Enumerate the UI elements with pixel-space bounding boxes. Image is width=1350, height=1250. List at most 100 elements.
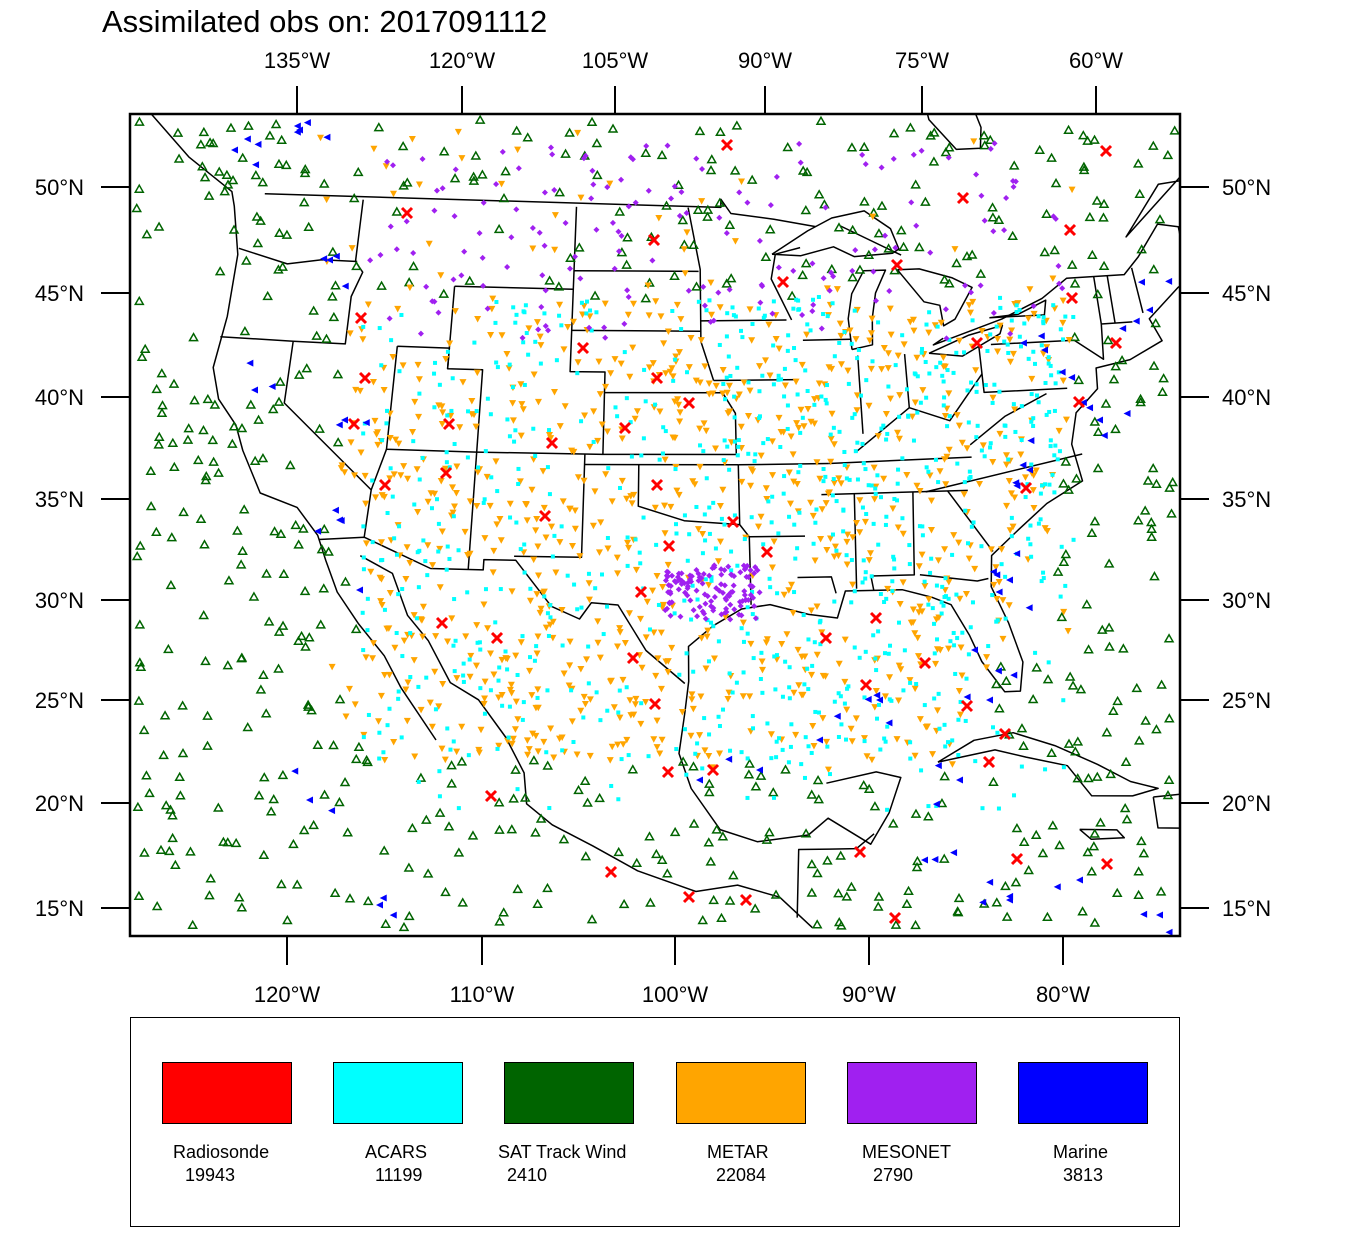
metar-marker [506, 500, 514, 508]
acars-marker [515, 673, 520, 678]
acars-marker [496, 678, 501, 683]
mesonet-marker [367, 257, 374, 264]
acars-marker [795, 546, 800, 551]
legend-count-sat-track-wind: 2410 [507, 1165, 548, 1185]
acars-marker [520, 717, 525, 722]
acars-marker [377, 730, 382, 735]
acars-marker [579, 605, 584, 610]
acars-marker [690, 583, 695, 588]
acars-marker [377, 756, 382, 761]
sat-track-wind-marker [1018, 836, 1030, 846]
acars-marker [488, 688, 493, 693]
acars-marker [990, 725, 995, 730]
acars-marker [920, 524, 925, 529]
sat-track-wind-marker [139, 343, 151, 353]
sat-track-wind-marker [151, 526, 162, 537]
legend-label-radiosonde: Radiosonde [173, 1142, 270, 1162]
acars-marker [412, 502, 417, 507]
sat-track-wind-marker [1157, 386, 1168, 397]
acars-marker [510, 385, 515, 390]
coastline [1106, 275, 1116, 324]
metar-marker [1030, 310, 1038, 318]
mesonet-marker [384, 158, 391, 165]
coastline [847, 269, 887, 351]
acars-marker [805, 666, 810, 671]
metar-marker [419, 603, 427, 611]
acars-marker [626, 753, 631, 758]
metar-marker [370, 145, 378, 153]
metar-marker [792, 378, 800, 386]
metar-marker [714, 558, 722, 565]
acars-marker [963, 718, 968, 723]
mesonet-marker [990, 228, 997, 235]
metar-marker [689, 705, 697, 713]
metar-marker [989, 459, 997, 466]
acars-marker [1055, 457, 1060, 462]
sat-track-wind-marker [1149, 571, 1160, 581]
acars-marker [523, 303, 528, 308]
acars-marker [892, 557, 897, 562]
metar-marker [564, 323, 572, 331]
metar-marker [1032, 467, 1040, 474]
metar-marker [687, 732, 695, 740]
acars-marker [805, 322, 810, 327]
sat-track-wind-marker [449, 173, 461, 183]
metar-marker [945, 390, 953, 397]
metar-marker [835, 660, 843, 668]
marine-marker [934, 762, 942, 770]
acars-marker [625, 535, 630, 540]
sat-track-wind-marker [1001, 911, 1013, 921]
acars-marker [855, 440, 860, 445]
acars-marker [585, 299, 590, 304]
acars-marker [871, 521, 876, 526]
metar-marker [439, 680, 447, 688]
sat-track-wind-marker [688, 239, 699, 250]
acars-marker [436, 521, 441, 526]
sat-track-wind-marker [134, 619, 146, 629]
metar-marker [833, 286, 841, 293]
acars-marker [385, 511, 390, 516]
sat-track-wind-marker [204, 890, 215, 900]
metar-marker [413, 466, 421, 473]
acars-marker [830, 493, 835, 498]
acars-marker [538, 361, 543, 366]
metar-marker [392, 436, 400, 444]
sat-track-wind-marker [187, 919, 198, 929]
acars-marker [924, 465, 929, 470]
metar-marker [982, 664, 990, 671]
sat-track-wind-marker [290, 519, 301, 530]
sat-track-wind-marker [498, 192, 510, 203]
marine-marker [254, 140, 262, 148]
sat-track-wind-marker [858, 141, 870, 151]
metar-marker [913, 482, 921, 490]
metar-marker [525, 746, 533, 753]
acars-marker [1047, 409, 1052, 414]
acars-marker [924, 322, 929, 327]
mesonet-marker [601, 324, 608, 331]
metar-marker [406, 560, 414, 567]
acars-marker [842, 449, 847, 454]
sat-track-wind-marker [711, 824, 722, 834]
metar-marker [453, 748, 461, 756]
metar-marker [731, 238, 739, 245]
acars-marker [643, 399, 648, 404]
marine-marker [1123, 409, 1131, 417]
metar-marker [813, 603, 821, 610]
sat-track-wind-marker [209, 399, 221, 409]
acars-marker [601, 632, 606, 637]
metar-marker [696, 732, 704, 739]
marine-marker [323, 133, 331, 141]
metar-marker [849, 534, 857, 541]
metar-marker [1007, 490, 1015, 497]
acars-marker [937, 726, 942, 731]
metar-marker [1059, 297, 1067, 305]
acars-marker [452, 669, 457, 674]
metar-marker [415, 376, 423, 383]
acars-marker [1019, 764, 1024, 769]
sat-track-wind-marker [302, 699, 314, 709]
mesonet-marker [849, 267, 856, 274]
sat-track-wind-marker [1151, 478, 1162, 489]
acars-marker [927, 310, 932, 315]
sat-track-wind-marker [761, 834, 773, 844]
sat-track-wind-marker [594, 792, 605, 803]
